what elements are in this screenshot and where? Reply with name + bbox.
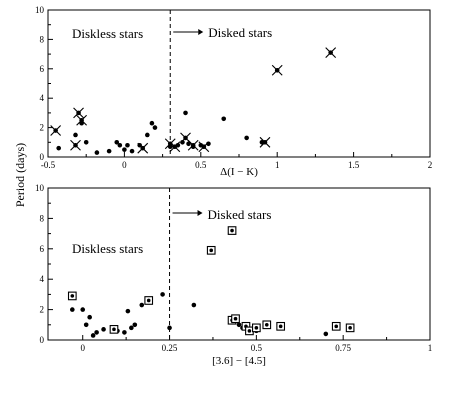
data-point — [167, 325, 172, 331]
data-point-boxed — [331, 321, 341, 331]
x-tick-label: 1 — [275, 160, 280, 170]
annotation-arrowhead — [198, 29, 204, 35]
data-point-cross — [198, 141, 210, 153]
data-point — [180, 140, 185, 145]
x-axis-label: [3.6] − [4.5] — [212, 355, 266, 367]
data-point — [132, 322, 138, 328]
data-point — [323, 331, 329, 337]
data-point — [90, 333, 96, 338]
data-point — [56, 145, 61, 151]
x-tick-label: 0.5 — [251, 343, 263, 353]
x-tick-label: 2 — [428, 160, 433, 170]
y-tick-label: 0 — [40, 335, 45, 345]
data-point — [191, 302, 197, 308]
annotation-disked: Disked stars — [208, 25, 272, 40]
data-point — [125, 142, 130, 148]
y-tick-label: 2 — [40, 305, 45, 315]
data-point — [236, 322, 242, 328]
y-tick-label: 0 — [40, 152, 45, 162]
data-point — [129, 325, 134, 331]
y-axis-label: Period (days) — [13, 143, 27, 207]
data-point-cross — [325, 47, 337, 59]
data-point — [183, 110, 188, 116]
y-tick-label: 4 — [40, 274, 45, 284]
data-point — [221, 116, 227, 122]
data-point-cross — [187, 139, 199, 151]
data-point-boxed — [227, 226, 237, 235]
data-point — [244, 135, 249, 141]
data-point-cross — [271, 64, 283, 76]
data-point-cross — [73, 107, 84, 119]
annotation-diskless: Diskless stars — [72, 241, 143, 256]
data-point — [70, 307, 75, 312]
x-tick-label: 0.25 — [162, 343, 178, 353]
x-tick-label: 1 — [428, 343, 433, 353]
data-point-cross — [70, 139, 81, 151]
data-point-cross — [169, 141, 181, 153]
x-tick-label: 0.5 — [195, 160, 207, 170]
data-point — [114, 140, 120, 145]
data-point — [145, 132, 150, 138]
y-tick-label: 2 — [40, 123, 45, 133]
data-point — [122, 147, 127, 152]
x-tick-label: 0 — [122, 160, 127, 170]
data-point — [149, 120, 155, 126]
data-point — [125, 308, 131, 314]
data-point-boxed — [252, 323, 261, 333]
data-point — [139, 302, 145, 308]
annotation-disked: Disked stars — [208, 207, 272, 222]
data-point-boxed — [231, 314, 240, 324]
data-point — [106, 148, 112, 154]
data-point-cross — [50, 125, 62, 136]
data-point-boxed — [109, 325, 119, 334]
y-tick-label: 6 — [40, 64, 45, 74]
data-point — [80, 307, 86, 312]
data-point-cross — [259, 136, 271, 148]
y-tick-label: 6 — [40, 244, 45, 254]
x-tick-label: -0.5 — [41, 160, 56, 170]
data-point — [152, 125, 158, 130]
data-point — [94, 150, 100, 155]
data-point-boxed — [144, 296, 154, 305]
y-tick-label: 10 — [35, 5, 45, 15]
x-tick-label: 0 — [80, 343, 85, 353]
data-point — [83, 322, 89, 328]
data-point-boxed — [262, 320, 272, 330]
data-point — [122, 330, 127, 335]
data-point-cross — [76, 114, 88, 126]
annotation-diskless: Diskless stars — [72, 26, 143, 41]
data-point-cross — [137, 142, 149, 154]
data-point — [117, 142, 123, 148]
data-point — [94, 330, 99, 335]
data-point-boxed — [206, 245, 216, 255]
y-tick-label: 10 — [35, 183, 45, 193]
y-tick-label: 8 — [40, 34, 45, 44]
data-point — [83, 140, 89, 145]
data-point — [101, 327, 106, 332]
data-point — [87, 314, 92, 320]
data-point-boxed — [276, 321, 286, 331]
y-tick-label: 8 — [40, 213, 45, 223]
x-tick-label: 1.5 — [348, 160, 360, 170]
data-point-boxed — [67, 291, 77, 301]
data-point-boxed — [345, 323, 355, 333]
data-point — [160, 292, 165, 297]
data-point — [129, 148, 135, 154]
annotation-arrowhead — [197, 210, 203, 216]
data-point — [73, 132, 78, 138]
x-axis-label: Δ(I − K) — [220, 166, 258, 178]
x-tick-label: 0.75 — [335, 343, 351, 353]
y-tick-label: 4 — [40, 93, 45, 103]
